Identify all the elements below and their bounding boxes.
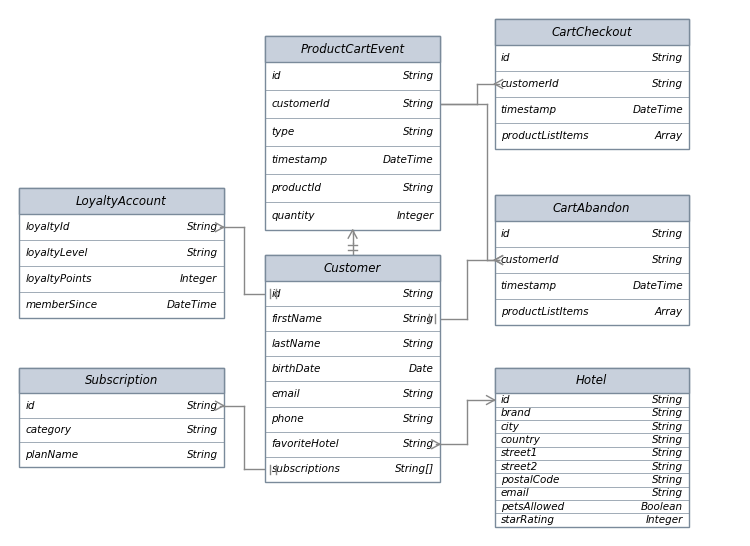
- Text: id: id: [500, 53, 510, 63]
- Text: Integer: Integer: [180, 274, 218, 284]
- Text: String: String: [187, 222, 218, 232]
- Text: starRating: starRating: [500, 515, 554, 525]
- Bar: [20, 367, 223, 393]
- Text: category: category: [26, 425, 71, 435]
- Text: Boolean: Boolean: [640, 502, 682, 512]
- Text: DateTime: DateTime: [383, 155, 433, 165]
- Text: timestamp: timestamp: [500, 105, 556, 115]
- Text: Hotel: Hotel: [576, 374, 608, 387]
- Text: subscriptions: subscriptions: [272, 464, 340, 474]
- Text: String: String: [403, 439, 433, 449]
- Text: firstName: firstName: [272, 313, 322, 324]
- Text: petsAllowed: petsAllowed: [500, 502, 564, 512]
- Text: CartCheckout: CartCheckout: [551, 26, 632, 39]
- Text: String: String: [403, 183, 433, 193]
- Text: brand: brand: [500, 408, 531, 418]
- Text: loyaltyId: loyaltyId: [26, 222, 70, 232]
- Text: String: String: [652, 229, 682, 239]
- Text: String: String: [403, 339, 433, 349]
- Text: timestamp: timestamp: [500, 281, 556, 291]
- Text: DateTime: DateTime: [632, 105, 682, 115]
- Text: birthDate: birthDate: [272, 364, 321, 374]
- Text: String: String: [652, 475, 682, 485]
- Text: Array: Array: [655, 130, 682, 141]
- Bar: [494, 195, 688, 221]
- Bar: [494, 19, 688, 149]
- Text: customerId: customerId: [500, 79, 560, 89]
- Text: String: String: [652, 395, 682, 405]
- Text: String: String: [652, 462, 682, 472]
- Text: street1: street1: [500, 448, 538, 459]
- Text: customerId: customerId: [500, 255, 560, 265]
- Bar: [266, 36, 440, 230]
- Text: Subscription: Subscription: [85, 374, 158, 387]
- Text: String: String: [652, 435, 682, 445]
- Text: String: String: [403, 288, 433, 299]
- Text: String: String: [187, 425, 218, 435]
- Bar: [494, 367, 688, 393]
- Bar: [494, 19, 688, 45]
- Text: String: String: [187, 450, 218, 460]
- Text: DateTime: DateTime: [632, 281, 682, 291]
- Text: Integer: Integer: [646, 515, 682, 525]
- Text: String: String: [187, 248, 218, 258]
- Text: timestamp: timestamp: [272, 155, 328, 165]
- Text: DateTime: DateTime: [167, 300, 217, 310]
- Text: Customer: Customer: [324, 262, 381, 275]
- Bar: [266, 36, 440, 62]
- Text: street2: street2: [500, 462, 538, 472]
- Text: String[]: String[]: [394, 464, 433, 474]
- Text: productListItems: productListItems: [500, 307, 588, 317]
- Text: memberSince: memberSince: [26, 300, 98, 310]
- Text: String: String: [403, 389, 433, 399]
- Text: id: id: [272, 71, 281, 81]
- Bar: [20, 367, 223, 467]
- Text: customerId: customerId: [272, 99, 330, 109]
- Text: lastName: lastName: [272, 339, 321, 349]
- Text: ProductCartEvent: ProductCartEvent: [301, 43, 405, 56]
- Bar: [494, 195, 688, 325]
- Text: id: id: [500, 229, 510, 239]
- Text: loyaltyLevel: loyaltyLevel: [26, 248, 88, 258]
- Text: email: email: [500, 488, 530, 498]
- Text: type: type: [272, 127, 295, 137]
- Text: String: String: [652, 255, 682, 265]
- Text: Array: Array: [655, 307, 682, 317]
- Bar: [266, 255, 440, 482]
- Text: Date: Date: [409, 364, 434, 374]
- Bar: [20, 188, 223, 214]
- Text: String: String: [403, 313, 433, 324]
- Text: quantity: quantity: [272, 211, 315, 221]
- Text: productId: productId: [272, 183, 322, 193]
- Text: String: String: [403, 99, 433, 109]
- Text: String: String: [403, 71, 433, 81]
- Bar: [20, 188, 223, 318]
- Text: Integer: Integer: [397, 211, 433, 221]
- Text: city: city: [500, 422, 520, 432]
- Text: String: String: [187, 401, 218, 411]
- Text: email: email: [272, 389, 300, 399]
- Text: loyaltyPoints: loyaltyPoints: [26, 274, 92, 284]
- Text: planName: planName: [26, 450, 79, 460]
- Text: String: String: [652, 408, 682, 418]
- Text: String: String: [652, 448, 682, 459]
- Text: LoyaltyAccount: LoyaltyAccount: [76, 195, 166, 208]
- Text: CartAbandon: CartAbandon: [553, 202, 631, 215]
- Text: postalCode: postalCode: [500, 475, 559, 485]
- Text: String: String: [652, 53, 682, 63]
- Text: id: id: [26, 401, 34, 411]
- Text: String: String: [403, 414, 433, 424]
- Text: productListItems: productListItems: [500, 130, 588, 141]
- Text: String: String: [403, 127, 433, 137]
- Bar: [266, 255, 440, 281]
- Text: country: country: [500, 435, 541, 445]
- Text: String: String: [652, 422, 682, 432]
- Text: String: String: [652, 79, 682, 89]
- Text: String: String: [652, 488, 682, 498]
- Bar: [494, 367, 688, 527]
- Text: id: id: [272, 288, 281, 299]
- Text: phone: phone: [272, 414, 304, 424]
- Text: favoriteHotel: favoriteHotel: [272, 439, 339, 449]
- Text: id: id: [500, 395, 510, 405]
